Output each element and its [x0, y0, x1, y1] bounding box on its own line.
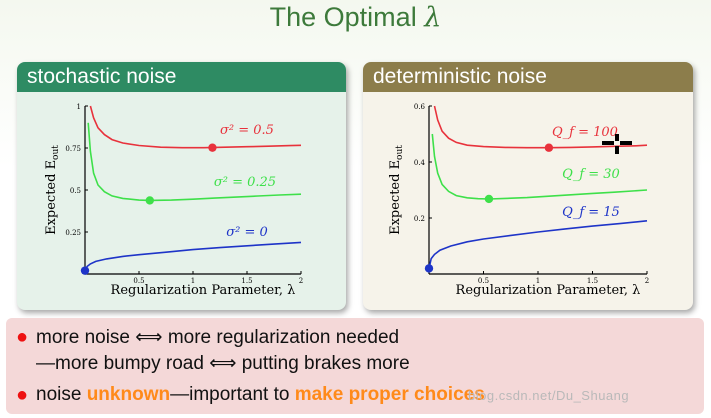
bullet-2-part-b: putting brakes more: [241, 353, 410, 374]
iff-arrow-icon: ⟺: [135, 327, 163, 348]
iff-arrow-icon: ⟺: [209, 353, 237, 374]
y-axis-label-subscript: out: [51, 145, 61, 160]
bullet-1-continuation: —more bumpy road ⟺ putting brakes more: [36, 352, 410, 375]
bullet-1-part-a: more noise: [36, 327, 130, 348]
y-axis-label: Expected Eout: [44, 145, 61, 235]
deterministic-noise-panel: deterministic noise 0.5 1 1.5 2 0.2 0.4 0.6 Reg…: [363, 62, 693, 310]
y-tick-label: 0.25: [65, 229, 81, 237]
bullet-1-part-b: more regularization needed: [167, 327, 400, 348]
series-label: Q_f = 15: [562, 205, 620, 220]
series-line: [433, 105, 648, 149]
optimum-point: [80, 266, 90, 275]
slide-title-lambda: λ: [424, 2, 442, 33]
slide-title: The Optimal λ: [0, 2, 711, 33]
x-tick-label: 1.5: [587, 277, 598, 285]
bullet-2-part-a: —more bumpy road: [36, 353, 204, 374]
bullet-dot-icon: ●: [16, 384, 29, 406]
bullet-2: ● noise unknown—important to make proper…: [16, 384, 485, 406]
highlight-unknown: unknown: [86, 384, 171, 405]
highlight-proper-choices: make proper choices: [294, 384, 485, 405]
y-tick-label: 0.6: [414, 103, 426, 111]
y-tick-label: 0.2: [414, 215, 425, 223]
bullet-3-part-b: —important to: [170, 384, 290, 405]
y-tick-label: 0.75: [65, 145, 81, 153]
deterministic-noise-header: deterministic noise: [363, 62, 693, 92]
y-axis-label-subscript: out: [395, 145, 405, 160]
series-label: Q_f = 100: [552, 125, 618, 140]
optimum-point: [544, 143, 554, 152]
y-tick-label: 1: [77, 103, 81, 111]
series-label: σ² = 0.25: [214, 175, 276, 190]
x-tick-label: 0.5: [133, 277, 144, 285]
crosshair-cursor-icon: [602, 134, 632, 154]
x-tick-label: 2: [645, 277, 649, 285]
series-line: [428, 220, 648, 269]
y-tick-label: 0.5: [70, 187, 81, 195]
bullet-3-part-a: noise: [36, 384, 82, 405]
series-label: σ² = 0: [226, 225, 268, 240]
watermark: blog.csdn.net/Du_Shuang: [468, 388, 630, 403]
stochastic-noise-header: stochastic noise: [17, 62, 346, 92]
x-axis-label: Regularization Parameter, λ: [111, 283, 296, 298]
series-line: [87, 122, 302, 202]
x-tick-label: 1: [191, 277, 195, 285]
x-axis-label: Regularization Parameter, λ: [456, 283, 641, 298]
x-tick-label: 2: [299, 277, 303, 285]
series-line: [89, 105, 302, 149]
series-line: [431, 133, 648, 200]
series-label: Q_f = 30: [562, 167, 620, 182]
x-tick-label: 1.5: [241, 277, 252, 285]
series-label: σ² = 0.5: [220, 123, 274, 138]
summary-bullets: ● more noise ⟺ more regularization neede…: [6, 318, 704, 414]
x-tick-label: 1: [536, 277, 540, 285]
y-tick-label: 0.4: [414, 159, 426, 167]
optimum-point: [424, 264, 434, 273]
optimum-point: [208, 143, 217, 152]
x-tick-label: 0.5: [478, 277, 489, 285]
deterministic-noise-chart: 0.5 1 1.5 2 0.2 0.4 0.6 Regularization Paramete…: [388, 103, 649, 298]
slide-title-text: The Optimal: [269, 2, 417, 32]
stochastic-noise-panel: stochastic noise 0.5 1 1.5 2 0.25 0.5 0.75 1 Reg…: [17, 62, 346, 310]
y-axis-label: Expected Eout: [388, 145, 405, 235]
series-line: [84, 241, 302, 271]
bullet-dot-icon: ●: [16, 326, 29, 348]
optimum-point: [484, 194, 494, 204]
bullet-1: ● more noise ⟺ more regularization neede…: [16, 326, 400, 349]
optimum-point: [145, 196, 154, 205]
